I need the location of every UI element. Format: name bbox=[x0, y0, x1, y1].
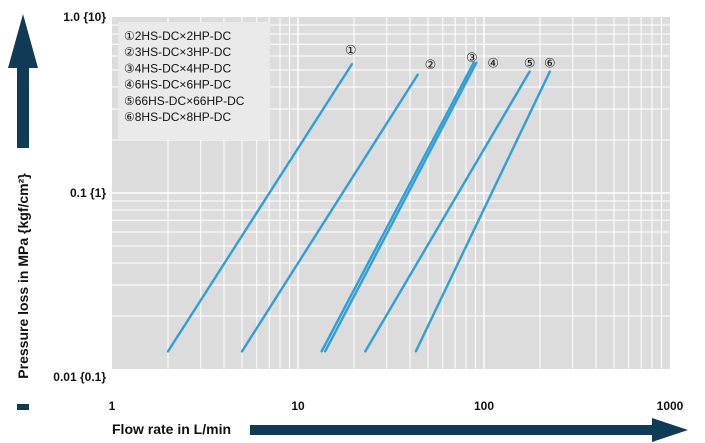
series-line bbox=[240, 73, 419, 353]
y-axis-title: Pressure loss in MPa {kgf/cm²} bbox=[15, 173, 31, 379]
legend-entry: ③4HS-DC×4HP-DC bbox=[124, 61, 231, 75]
legend-entry: ⑥8HS-DC×8HP-DC bbox=[124, 110, 231, 124]
legend-entry: ④6HS-DC×6HP-DC bbox=[124, 78, 231, 92]
legend: ①2HS-DC×2HP-DC ②3HS-DC×3HP-DC ③4HS-DC×4HP-… bbox=[118, 22, 270, 140]
x-tick-labels: 1 10 100 1000 bbox=[109, 399, 684, 413]
series-marker-label: ⑤ bbox=[524, 57, 536, 72]
series-marker-label: ⑥ bbox=[544, 57, 556, 72]
y-tick-labels: 0.01 {0.1} 0.1 {1} 1.0 {10} bbox=[53, 10, 106, 384]
legend-entry: ②3HS-DC×3HP-DC bbox=[124, 45, 231, 59]
series-line bbox=[414, 70, 552, 353]
y-tick-label: 0.1 {1} bbox=[70, 186, 106, 200]
x-tick-label: 10 bbox=[291, 399, 305, 413]
series-line bbox=[166, 62, 354, 353]
y-axis-title-backdrop bbox=[14, 148, 32, 404]
x-tick-label: 100 bbox=[474, 399, 494, 413]
series-lines bbox=[166, 61, 552, 353]
y-tick-label: 0.01 {0.1} bbox=[53, 370, 106, 384]
series-marker-label: ④ bbox=[487, 57, 499, 72]
series-marker-label: ① bbox=[345, 44, 357, 59]
series-marker-label: ③ bbox=[466, 51, 478, 66]
x-axis-arrow bbox=[250, 418, 688, 442]
legend-entry: ①2HS-DC×2HP-DC bbox=[124, 29, 231, 43]
legend-box bbox=[118, 22, 270, 140]
series-labels: ① ② ③ ④ ⑤ ⑥ bbox=[345, 44, 556, 73]
y-tick-label: 1.0 {10} bbox=[63, 10, 106, 24]
legend-entry: ⑤66HS-DC×66HP-DC bbox=[124, 94, 245, 108]
series-line bbox=[320, 61, 475, 353]
series-line bbox=[364, 70, 531, 353]
x-tick-label: 1 bbox=[109, 399, 116, 413]
x-axis-title: Flow rate in L/min bbox=[112, 421, 231, 437]
series-marker-label: ② bbox=[425, 58, 437, 73]
x-tick-label: 1000 bbox=[657, 399, 684, 413]
series-line bbox=[323, 61, 478, 353]
